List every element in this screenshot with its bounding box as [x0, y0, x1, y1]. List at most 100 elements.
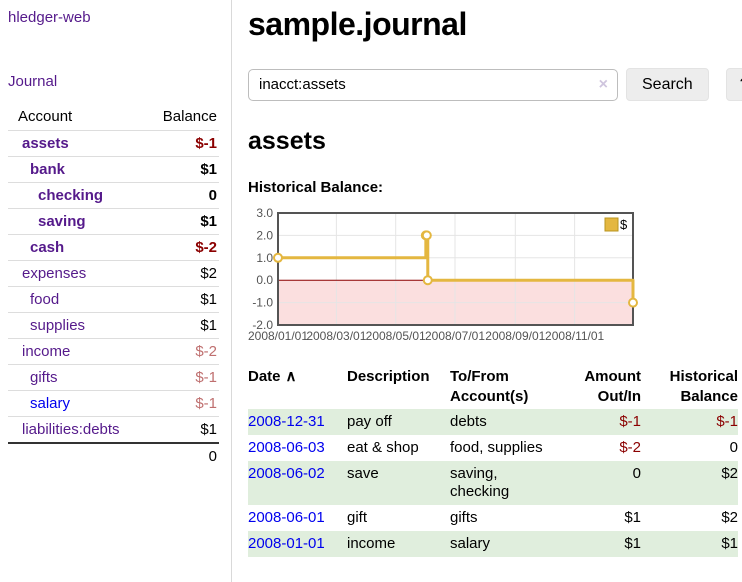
account-link[interactable]: salary [30, 395, 71, 412]
accounts-table-header: Account Balance [8, 104, 219, 131]
data-point[interactable] [273, 252, 283, 263]
account-balance: $-2 [148, 338, 219, 365]
balance-column-header: Balance [162, 108, 217, 125]
account-balance: $1 [148, 286, 219, 313]
balance-chart-svg: $3.0 2.0 1.0 0.0 -1.0 -2.02008/01/012008/03/0… [248, 206, 638, 343]
account-link[interactable]: expenses [22, 265, 87, 282]
account-link[interactable]: income [22, 343, 71, 360]
transaction-amount: 0 [632, 465, 641, 482]
x-tick-label: 2008/09/01 [485, 329, 545, 343]
account-balance: $1 [148, 208, 219, 235]
accounts-total-balance: 0 [148, 442, 219, 469]
plot-border [277, 212, 634, 326]
x-tick-label: 2008/07/01 [425, 329, 485, 343]
account-balance: 0 [148, 182, 219, 209]
app-title-link[interactable]: hledger-web [8, 9, 91, 26]
x-tick-label: 2008/01/01 [248, 329, 308, 343]
search-form: × Search ? [248, 68, 742, 101]
account-link[interactable]: bank [30, 161, 66, 178]
page-title: sample.journal [248, 6, 467, 42]
transaction-balance: $2 [721, 509, 738, 526]
account-link[interactable]: food [30, 291, 60, 308]
register-table: Date ∧ Description To/From Account(s) Amo… [248, 365, 738, 557]
account-row: gifts $-1 [8, 364, 219, 391]
transaction-accounts: salary [450, 535, 491, 552]
sort-ascending-icon: ∧ [285, 368, 297, 385]
x-tick-label: 2008/05/01 [366, 329, 426, 343]
account-row: cash $-2 [8, 234, 219, 261]
data-point[interactable] [628, 297, 638, 308]
transaction-amount: $-2 [619, 439, 641, 456]
x-tick-label: 2008/11/01 [545, 329, 604, 343]
account-row: assets $-1 [8, 130, 219, 157]
transaction-date-link[interactable]: 2008-06-03 [248, 439, 325, 456]
y-tick-label: -2.0 [252, 318, 273, 332]
transaction-description: gift [347, 509, 368, 526]
clear-search-icon[interactable]: × [598, 75, 608, 93]
transaction-date-link[interactable]: 2008-06-01 [248, 509, 325, 526]
account-balance: $-1 [148, 364, 219, 391]
transaction-description: save [347, 465, 379, 482]
account-link[interactable]: gifts [30, 369, 58, 386]
transaction-date-link[interactable]: 2008-12-31 [248, 413, 325, 430]
account-row: liabilities:debts $1 [8, 416, 219, 443]
legend-label: $ [620, 217, 628, 232]
account-link[interactable]: liabilities:debts [22, 421, 120, 438]
account-balance: $-1 [148, 390, 219, 417]
y-tick-label: 2.0 [256, 228, 273, 242]
transaction-amount: $-1 [619, 413, 641, 430]
transaction-accounts: debts [450, 413, 487, 430]
amount-column-header: Amount Out/In [584, 368, 641, 405]
account-balance: $1 [148, 156, 219, 183]
account-balance: $1 [148, 312, 219, 339]
main-content: sample.journal × Search ? assets Histori… [248, 0, 742, 557]
account-link[interactable]: cash [30, 239, 65, 256]
transaction-description: pay off [347, 413, 392, 430]
transaction-balance: $1 [721, 535, 738, 552]
account-row: bank $1 [8, 156, 219, 183]
account-row: supplies $1 [8, 312, 219, 339]
x-tick-label: 2008/03/01 [306, 329, 366, 343]
account-row: salary $-1 [8, 390, 219, 417]
help-button[interactable]: ? [725, 68, 742, 101]
y-tick-label: 1.0 [256, 251, 273, 265]
description-column-header: Description [347, 368, 430, 385]
chart-title: Historical Balance: [248, 179, 384, 196]
transaction-accounts: food, supplies [450, 439, 543, 456]
transaction-date-link[interactable]: 2008-06-02 [248, 465, 325, 482]
account-link[interactable]: supplies [30, 317, 86, 334]
transaction-accounts: saving, checking [450, 465, 510, 500]
balance-column-header: Historical Balance [669, 368, 738, 405]
transaction-description: income [347, 535, 396, 552]
y-tick-label: 0.0 [256, 273, 273, 287]
y-tick-label: 3.0 [256, 208, 273, 220]
legend-swatch [604, 217, 619, 232]
transaction-row: 2008-06-02 save saving, checking 0 $2 [248, 461, 738, 505]
account-row: food $1 [8, 286, 219, 313]
transaction-description: eat & shop [347, 439, 419, 456]
account-column-header: Account [18, 108, 73, 125]
account-balance: $2 [148, 260, 219, 287]
accounts-total-row: 0 [8, 442, 219, 469]
search-button[interactable]: Search [626, 68, 709, 101]
account-link[interactable]: checking [38, 187, 104, 204]
account-link[interactable]: assets [22, 135, 69, 152]
transaction-row: 2008-01-01 income salary $1 $1 [248, 531, 738, 557]
transaction-balance: 0 [729, 439, 738, 456]
date-column-header[interactable]: Date ∧ [248, 365, 347, 409]
sidebar-item-journal[interactable]: Journal [8, 73, 58, 90]
transaction-amount: $1 [624, 535, 641, 552]
transaction-accounts: gifts [450, 509, 478, 526]
transaction-amount: $1 [624, 509, 641, 526]
historical-balance-chart[interactable]: $3.0 2.0 1.0 0.0 -1.0 -2.0 2008/01/01 2008/03/0… [248, 206, 742, 348]
data-point[interactable] [422, 275, 433, 286]
accounts-balance-table: Account Balance assets $-1 bank $1 check… [8, 104, 219, 469]
search-input[interactable] [248, 68, 618, 101]
date-header-label: Date [248, 368, 281, 385]
data-point[interactable] [421, 230, 432, 241]
register-header-row: Date ∧ Description To/From Account(s) Amo… [248, 365, 738, 409]
account-row: expenses $2 [8, 260, 219, 287]
transaction-date-link[interactable]: 2008-01-01 [248, 535, 325, 552]
account-link[interactable]: saving [38, 213, 86, 230]
transaction-balance: $-1 [716, 413, 738, 430]
